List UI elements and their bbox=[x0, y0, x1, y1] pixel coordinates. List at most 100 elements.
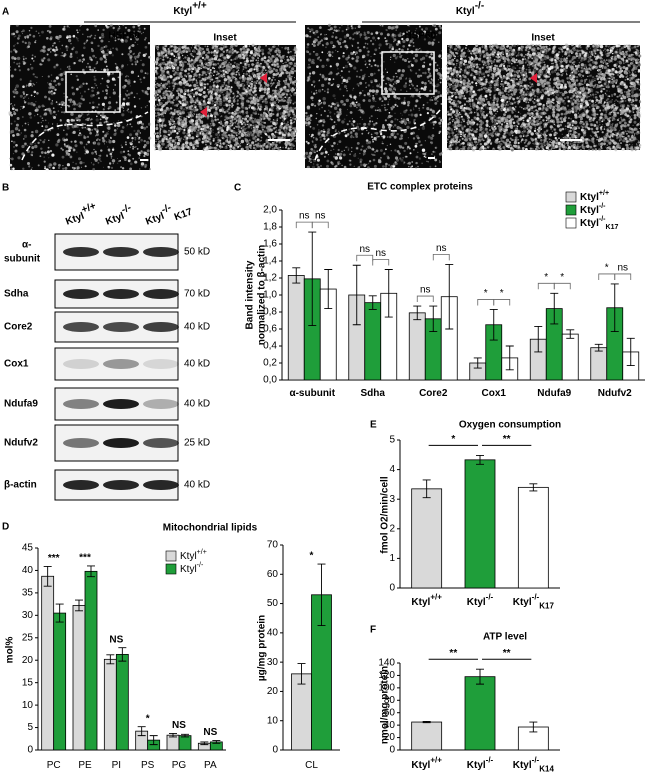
speckle bbox=[316, 124, 319, 126]
speckle bbox=[363, 46, 366, 49]
speckle bbox=[294, 92, 297, 94]
speckle bbox=[354, 27, 356, 29]
speckle bbox=[76, 151, 78, 153]
speckle bbox=[334, 106, 338, 110]
speckle bbox=[51, 153, 55, 157]
speckle bbox=[189, 120, 193, 124]
speckle bbox=[229, 122, 231, 125]
speckle bbox=[228, 50, 232, 54]
speckle bbox=[351, 27, 354, 30]
speckle bbox=[418, 157, 422, 160]
speckle bbox=[268, 148, 271, 151]
speckle bbox=[10, 113, 13, 117]
speckle bbox=[219, 122, 223, 125]
speckle bbox=[236, 108, 238, 110]
speckle bbox=[264, 97, 268, 101]
speckle bbox=[237, 145, 240, 148]
speckle bbox=[161, 146, 163, 148]
speckle bbox=[232, 138, 236, 142]
speckle bbox=[279, 146, 282, 149]
speckle bbox=[266, 134, 268, 136]
speckle bbox=[224, 118, 227, 121]
speckle bbox=[271, 120, 274, 123]
speckle bbox=[230, 58, 233, 62]
speckle bbox=[383, 97, 388, 101]
speckle bbox=[44, 125, 48, 129]
speckle bbox=[106, 79, 110, 84]
speckle bbox=[194, 125, 198, 129]
speckle bbox=[252, 74, 254, 76]
speckle bbox=[209, 85, 213, 89]
speckle bbox=[12, 167, 15, 170]
speckle bbox=[92, 167, 96, 171]
speckle bbox=[342, 94, 345, 97]
speckle bbox=[306, 43, 310, 46]
speckle bbox=[186, 81, 188, 83]
speckle bbox=[91, 48, 93, 50]
speckle bbox=[429, 63, 432, 66]
speckle bbox=[295, 107, 297, 109]
speckle bbox=[89, 102, 91, 104]
speckle bbox=[191, 132, 194, 135]
speckle bbox=[201, 114, 205, 118]
speckle bbox=[182, 50, 186, 53]
speckle bbox=[246, 94, 248, 97]
speckle bbox=[83, 46, 86, 50]
speckle bbox=[404, 141, 408, 145]
speckle bbox=[396, 75, 398, 78]
speckle bbox=[260, 48, 265, 53]
speckle bbox=[83, 137, 85, 138]
speckle bbox=[250, 106, 254, 110]
speckle bbox=[223, 87, 227, 91]
speckle bbox=[187, 135, 189, 137]
speckle bbox=[226, 78, 228, 80]
speckle bbox=[370, 32, 374, 36]
speckle bbox=[207, 137, 210, 140]
speckle bbox=[166, 66, 170, 69]
speckle bbox=[155, 63, 158, 65]
speckle bbox=[396, 105, 399, 108]
speckle bbox=[380, 156, 382, 159]
speckle bbox=[55, 143, 59, 147]
speckle bbox=[100, 39, 104, 43]
speckle bbox=[271, 63, 274, 66]
speckle bbox=[201, 56, 205, 60]
speckle bbox=[13, 120, 16, 123]
speckle bbox=[348, 54, 350, 57]
speckle bbox=[148, 136, 152, 140]
speckle bbox=[167, 131, 170, 134]
speckle bbox=[331, 144, 334, 148]
speckle bbox=[330, 134, 333, 137]
speckle bbox=[34, 55, 36, 58]
speckle bbox=[158, 122, 160, 124]
speckle bbox=[256, 61, 259, 64]
speckle bbox=[34, 144, 38, 149]
speckle bbox=[97, 157, 101, 161]
speckle bbox=[372, 105, 375, 108]
speckle bbox=[251, 141, 255, 144]
speckle bbox=[255, 125, 260, 129]
speckle bbox=[266, 110, 268, 112]
speckle bbox=[78, 102, 81, 106]
speckle bbox=[93, 106, 95, 109]
speckle bbox=[437, 72, 441, 76]
speckle bbox=[202, 91, 206, 94]
speckle bbox=[393, 135, 397, 139]
speckle bbox=[400, 134, 404, 138]
speckle bbox=[294, 62, 296, 65]
speckle bbox=[343, 35, 347, 39]
speckle bbox=[186, 133, 188, 135]
speckle bbox=[16, 108, 18, 110]
speckle bbox=[375, 92, 378, 96]
speckle bbox=[55, 84, 57, 87]
speckle bbox=[248, 97, 250, 100]
speckle bbox=[233, 94, 236, 97]
speckle bbox=[209, 71, 212, 74]
speckle bbox=[273, 141, 276, 143]
speckle bbox=[183, 92, 186, 95]
speckle bbox=[267, 78, 271, 81]
speckle bbox=[256, 96, 259, 98]
speckle bbox=[305, 151, 309, 155]
speckle bbox=[78, 60, 80, 62]
speckle bbox=[213, 49, 217, 53]
